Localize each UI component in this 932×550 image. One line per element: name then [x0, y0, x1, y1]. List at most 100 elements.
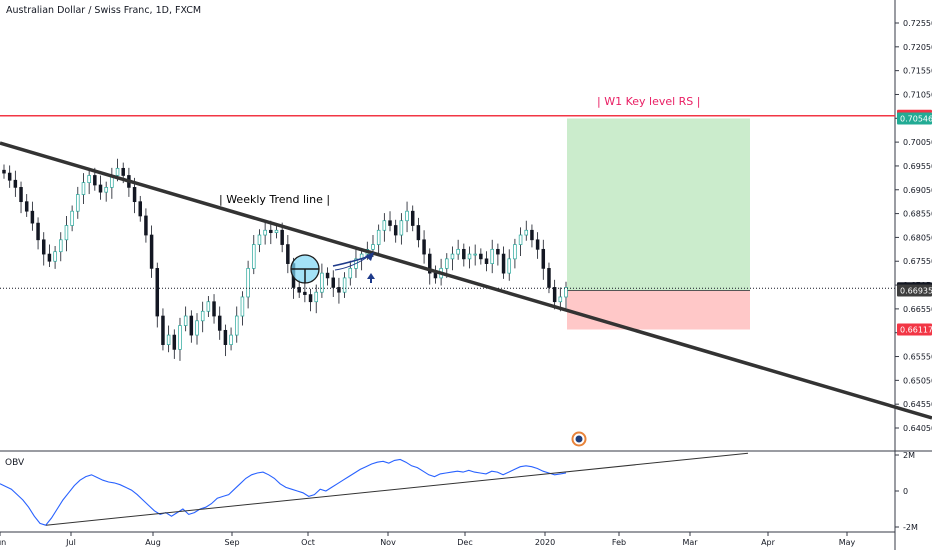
candle	[348, 260, 353, 286]
candle-body	[507, 258, 511, 274]
position-profit-zone[interactable]	[567, 118, 750, 291]
candle	[405, 201, 409, 233]
candle-body	[269, 229, 273, 233]
candle	[513, 238, 517, 269]
obv-tick-label: 0	[903, 487, 908, 496]
time-tick-label: Dec	[457, 538, 472, 547]
event-flag-icon[interactable]	[571, 431, 587, 447]
up-arrow-icon	[367, 273, 375, 283]
candle-body	[76, 194, 80, 212]
candle-body	[496, 248, 500, 255]
candle-body	[2, 169, 6, 174]
time-tick-label: Oct	[301, 538, 315, 547]
candle	[331, 270, 336, 297]
position-loss-zone[interactable]	[567, 290, 750, 330]
candle-body	[155, 268, 160, 317]
candle	[144, 208, 148, 243]
candle	[263, 222, 267, 245]
price-tag-bg	[897, 284, 932, 297]
candle	[325, 267, 330, 286]
candle-body	[36, 222, 40, 241]
candle-body	[467, 253, 472, 260]
candle	[416, 217, 421, 248]
price-tag-label: 0.66935	[900, 287, 932, 296]
price-tag: 0.70546	[897, 112, 932, 125]
price-tag: 0.66117	[897, 323, 932, 336]
candle-body	[479, 253, 483, 260]
path-arrow-curve-2	[334, 257, 367, 271]
candle-body	[484, 258, 489, 264]
candle	[70, 205, 74, 232]
candle	[433, 265, 438, 284]
candle-body	[144, 215, 148, 236]
chart-title: Australian Dollar / Swiss Franc, 1D, FXC…	[6, 5, 201, 16]
candle	[530, 224, 534, 248]
candle-body	[558, 296, 563, 303]
candle-body	[286, 244, 290, 264]
candle	[246, 260, 250, 309]
candle-body	[405, 210, 409, 222]
candle	[484, 251, 489, 272]
candle	[110, 167, 114, 199]
candle	[428, 248, 432, 285]
candle-body	[530, 229, 534, 241]
candle-body	[121, 167, 125, 176]
obv-axis: 2M 0 -2M	[895, 451, 918, 532]
price-tag-bg	[897, 112, 932, 125]
candles-layer	[2, 158, 568, 361]
candle	[552, 279, 557, 310]
candle	[7, 165, 12, 188]
candle-body	[376, 229, 381, 245]
candle	[200, 301, 205, 333]
obv-pane[interactable]	[0, 452, 749, 526]
candle-body	[445, 258, 449, 269]
candle	[217, 306, 222, 340]
candle-body	[541, 248, 546, 269]
candle	[541, 239, 546, 280]
candle	[195, 313, 199, 345]
price-axis[interactable]: 0.725500.720500.715500.710500.705500.700…	[895, 19, 932, 433]
path-arrow-curve[interactable]	[332, 255, 371, 267]
candle-body	[547, 268, 551, 288]
candle	[501, 246, 506, 279]
candle-body	[263, 229, 267, 236]
time-tick-label: Feb	[612, 538, 626, 547]
candle-body	[393, 225, 398, 236]
candle-body	[206, 301, 211, 312]
price-tag-label: 0.66117	[900, 326, 932, 335]
long-position-tool[interactable]	[567, 118, 750, 330]
candle	[393, 219, 398, 243]
candle-body	[564, 287, 568, 298]
candle	[178, 317, 182, 361]
candle	[104, 181, 108, 202]
candle	[2, 164, 6, 179]
time-tick-label: Sep	[224, 538, 239, 547]
candle-body	[195, 320, 199, 336]
candle-body	[280, 229, 284, 245]
candle	[87, 169, 91, 195]
candle-body	[274, 229, 279, 233]
candle-body	[189, 315, 194, 336]
candle	[422, 230, 426, 264]
candle-body	[257, 234, 262, 245]
candle	[64, 215, 69, 252]
candle-body	[382, 220, 387, 231]
candle-body	[59, 239, 63, 253]
candle	[303, 282, 307, 303]
candle-body	[320, 272, 324, 293]
candle	[98, 175, 103, 200]
candle-body	[252, 244, 256, 269]
obv-trend-line[interactable]	[45, 452, 749, 526]
candle	[24, 194, 29, 217]
time-axis[interactable]: Jun Jul Aug Sep Oct Nov Dec 2020 Feb Mar Apr May	[0, 532, 856, 547]
candle-body	[297, 287, 301, 293]
weekly-trend-line[interactable]	[0, 141, 932, 420]
candle	[166, 325, 171, 353]
